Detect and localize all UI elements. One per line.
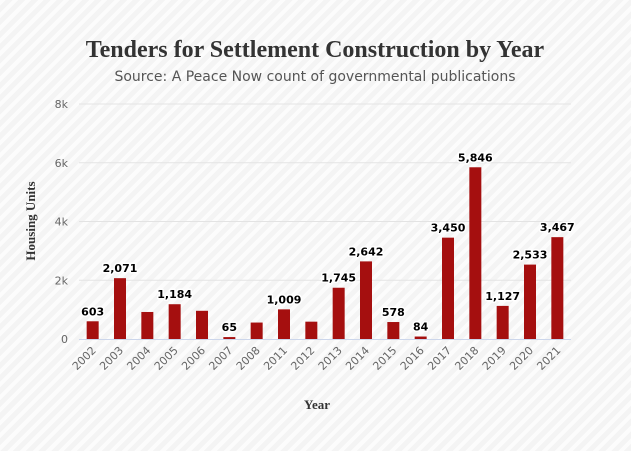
x-tick-label: 2005: [152, 344, 181, 373]
bar: [86, 321, 99, 339]
bar: [332, 287, 345, 339]
bar: [305, 321, 318, 339]
bar: [442, 237, 454, 339]
chart-title: Tenders for Settlement Construction by Y…: [86, 37, 545, 63]
x-tick-label: 2003: [97, 344, 126, 373]
data-label: 84: [413, 321, 429, 334]
bar: [551, 237, 564, 339]
data-label: 1,184: [157, 288, 192, 301]
bar: [387, 322, 400, 339]
x-axis-ticks: 2002200320042005200620072008201120122013…: [70, 344, 564, 373]
x-tick-label: 2018: [452, 344, 481, 373]
x-tick-label: 2020: [507, 344, 536, 373]
data-label: 2,533: [513, 249, 548, 262]
x-tick-label: 2008: [234, 344, 263, 373]
x-tick-label: 2019: [480, 344, 509, 373]
bar: [114, 278, 126, 339]
data-label: 5,846: [458, 151, 493, 164]
bar: [414, 336, 427, 339]
bar: [168, 304, 181, 339]
bar: [360, 261, 372, 339]
bar: [496, 305, 509, 339]
x-tick-label: 2015: [370, 344, 399, 373]
y-axis-title: Housing Units: [23, 181, 38, 260]
data-labels: 603 2,071 1,184 65 1,009 1,745 2,642 578 84 3,450…: [80, 150, 577, 336]
x-tick-label: 2017: [425, 344, 454, 373]
x-tick-label: 2016: [398, 344, 427, 373]
x-tick-label: 2006: [179, 344, 208, 373]
data-label: 1,127: [485, 290, 520, 303]
y-tick-label: 0: [61, 333, 68, 346]
x-tick-label: 2014: [343, 344, 372, 373]
x-tick-label: 2012: [288, 344, 317, 373]
data-label: 578: [382, 306, 405, 319]
bar: [250, 322, 263, 339]
data-label: 3,467: [540, 221, 575, 234]
data-label: 1,745: [321, 272, 356, 285]
gridlines: [79, 103, 571, 281]
data-label: 65: [222, 321, 237, 334]
bars: [86, 167, 564, 339]
x-tick-label: 2021: [534, 344, 563, 373]
bar: [469, 167, 482, 339]
y-tick-label: 6k: [55, 157, 69, 170]
y-tick-label: 4k: [55, 216, 69, 229]
x-tick-label: 2011: [261, 344, 290, 373]
y-tick-label: 2k: [55, 274, 69, 287]
x-tick-label: 2007: [206, 344, 235, 373]
x-axis-title: Year: [304, 397, 330, 412]
data-label: 603: [81, 305, 104, 318]
bar: [141, 311, 154, 339]
x-tick-label: 2004: [124, 344, 153, 373]
chart-subtitle: Source: A Peace Now count of governmenta…: [114, 69, 515, 85]
data-label: 1,009: [267, 293, 302, 306]
x-tick-label: 2013: [316, 344, 345, 373]
y-tick-label: 8k: [55, 98, 69, 111]
x-tick-label: 2002: [70, 344, 99, 373]
data-label: 2,071: [103, 262, 138, 275]
bar: [524, 264, 536, 339]
data-label: 2,642: [349, 245, 384, 258]
y-axis-ticks: 0 2k 4k 6k 8k: [55, 98, 69, 346]
data-label: 3,450: [431, 222, 466, 235]
bar: [196, 310, 208, 339]
bar: [223, 337, 236, 339]
bar: [278, 309, 290, 339]
